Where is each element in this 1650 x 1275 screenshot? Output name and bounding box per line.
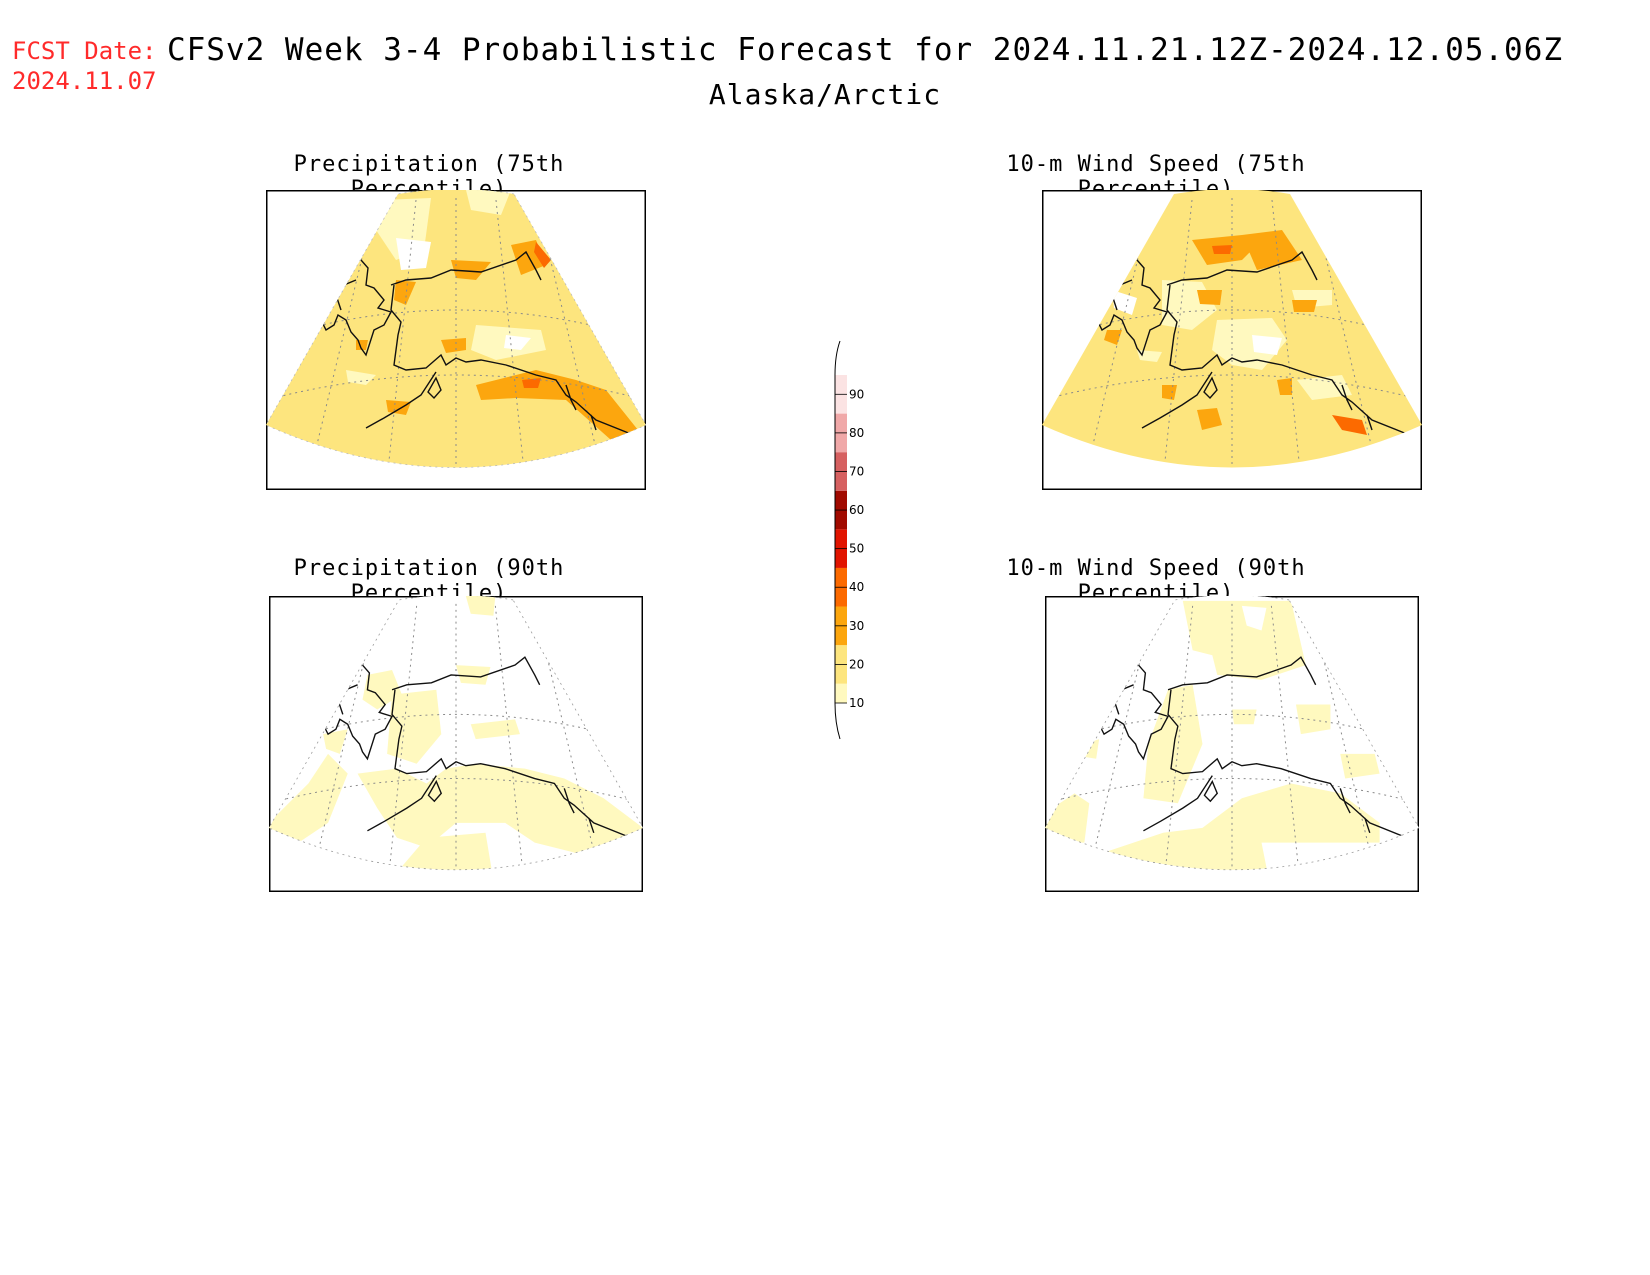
colorbar-tick-label: 70 bbox=[849, 464, 864, 478]
panel-title-wind-75: 10-m Wind Speed (75th Percentile) bbox=[1006, 152, 1306, 202]
forecast-date-block: FCST Date: 2024.11.07 bbox=[12, 36, 157, 96]
main-title: CFSv2 Week 3-4 Probabilistic Forecast fo… bbox=[166, 32, 1564, 68]
map-wind-75 bbox=[1042, 190, 1422, 490]
map-precip-75 bbox=[266, 190, 646, 490]
map-wind-90 bbox=[1045, 596, 1419, 892]
forecast-date-value: 2024.11.07 bbox=[12, 67, 157, 95]
colorbar-tick-label: 40 bbox=[849, 580, 864, 594]
colorbar-tick-label: 60 bbox=[849, 503, 864, 517]
colorbar-tick-label: 50 bbox=[849, 542, 864, 556]
colorbar: 10 20 30 40 50 60 70 80 90 bbox=[834, 340, 864, 740]
map-precip-90 bbox=[269, 596, 643, 892]
region-title: Alaska/Arctic bbox=[708, 78, 942, 111]
colorbar-tick-label: 90 bbox=[849, 387, 864, 401]
forecast-date-label: FCST Date: bbox=[12, 37, 157, 65]
colorbar-tick-label: 80 bbox=[849, 426, 864, 440]
colorbar-swatch bbox=[835, 683, 847, 703]
colorbar-tick-label: 30 bbox=[849, 619, 864, 633]
colorbar-tick-label: 20 bbox=[849, 657, 864, 671]
colorbar-tick-label: 10 bbox=[849, 696, 864, 710]
